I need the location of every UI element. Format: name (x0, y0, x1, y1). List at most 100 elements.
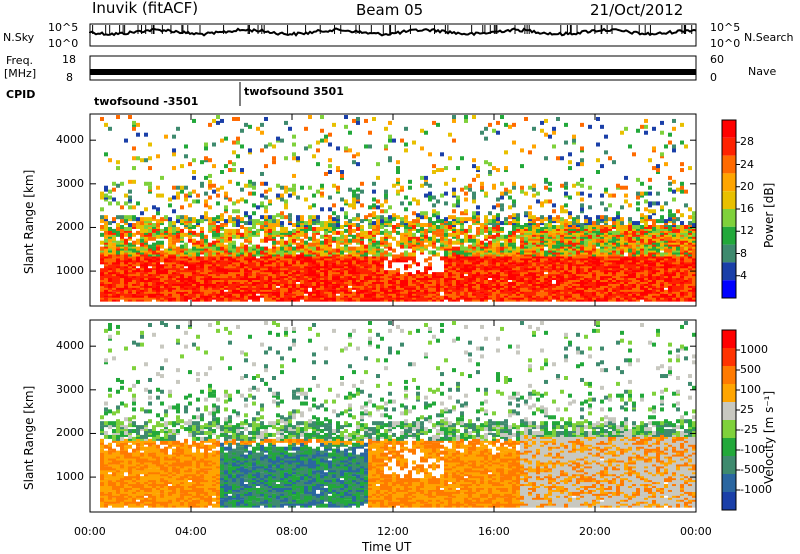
power-cell (104, 234, 108, 239)
power-cell (268, 234, 272, 239)
power-cell (272, 215, 276, 220)
power-cell (488, 170, 492, 174)
power-cell (424, 211, 428, 216)
power-cell (276, 136, 280, 141)
power-cell (532, 183, 536, 188)
power-cell (212, 221, 216, 226)
power-cell (552, 224, 556, 229)
power-cell (188, 234, 192, 239)
power-cell (288, 217, 292, 222)
power-cell (204, 146, 208, 151)
power-cell (160, 264, 164, 269)
power-cell (508, 221, 512, 226)
power-cell (204, 279, 208, 284)
power-cell (240, 232, 244, 237)
power-cell (216, 193, 220, 198)
power-cell (388, 252, 392, 257)
power-cell (308, 283, 312, 288)
power-cell (456, 195, 460, 200)
power-cell (568, 152, 572, 157)
power-cell (600, 201, 604, 206)
power-cell (120, 256, 124, 261)
power-cell (464, 217, 468, 222)
power-cell (580, 162, 584, 167)
power-cell (568, 221, 572, 226)
noise-panel (89, 25, 697, 37)
power-cell (416, 236, 420, 241)
power-cell (192, 170, 196, 174)
power-cell (508, 189, 512, 194)
power-cell (564, 270, 568, 275)
power-cell (248, 295, 252, 300)
power-cell (144, 228, 148, 233)
power-cell (492, 166, 496, 171)
power-cell (320, 191, 324, 196)
power-cell (268, 228, 272, 233)
power-cell (560, 264, 564, 269)
power-cell (156, 207, 160, 212)
power-cell (460, 238, 464, 243)
power-cell (340, 173, 344, 178)
power-cell (464, 234, 468, 239)
power-cell (100, 224, 104, 229)
power-cell (592, 260, 596, 265)
power-cell (292, 152, 296, 157)
power-cell (524, 223, 528, 228)
power-cell (364, 215, 368, 220)
power-cell (152, 205, 156, 210)
power-cell (368, 250, 372, 255)
power-cell (356, 193, 360, 198)
power-cell (364, 262, 368, 267)
power-cell (396, 177, 400, 182)
power-cell (112, 228, 116, 233)
power-cell (128, 223, 132, 228)
power-cell (264, 144, 268, 149)
power-cell (328, 215, 332, 220)
cpid-label-1: twofsound -3501 (94, 95, 199, 108)
power-cell (216, 215, 220, 220)
power-cell (452, 209, 456, 214)
power-cell (496, 213, 500, 218)
power-cell (444, 191, 448, 196)
power-cell (300, 185, 304, 190)
power-cell (520, 236, 524, 241)
power-cell (404, 148, 408, 153)
power-cell (540, 128, 544, 133)
power-cell (552, 126, 556, 131)
power-cell (444, 217, 448, 222)
power-cell (492, 215, 496, 220)
power-cell (492, 223, 496, 228)
power-cell (152, 236, 156, 241)
power-cell (220, 274, 224, 279)
power-cell (420, 272, 424, 277)
power-cell (480, 185, 484, 190)
power-cell (552, 228, 556, 233)
power-cell (268, 293, 272, 298)
power-cell (424, 215, 428, 220)
power-cell (348, 287, 352, 292)
power-cell (104, 221, 108, 226)
power-cell (368, 230, 372, 235)
power-cell (408, 281, 412, 286)
power-cell (380, 236, 384, 241)
power-cell (344, 221, 348, 226)
power-cell (556, 219, 560, 224)
power-cell (432, 224, 436, 229)
power-cell (428, 256, 432, 261)
power-cell (192, 189, 196, 194)
power-cell (312, 242, 316, 247)
power-cell (404, 126, 408, 131)
power-cell (328, 142, 332, 147)
power-panel (100, 115, 696, 302)
power-cell (228, 272, 232, 277)
power-cell (104, 215, 108, 220)
power-cell (492, 234, 496, 239)
power-cell (288, 213, 292, 218)
power-cell (280, 138, 284, 143)
power-cell (572, 266, 576, 271)
power-cell (524, 236, 528, 241)
power-cell (244, 244, 248, 249)
power-cell (260, 238, 264, 243)
power-cell (424, 181, 428, 186)
